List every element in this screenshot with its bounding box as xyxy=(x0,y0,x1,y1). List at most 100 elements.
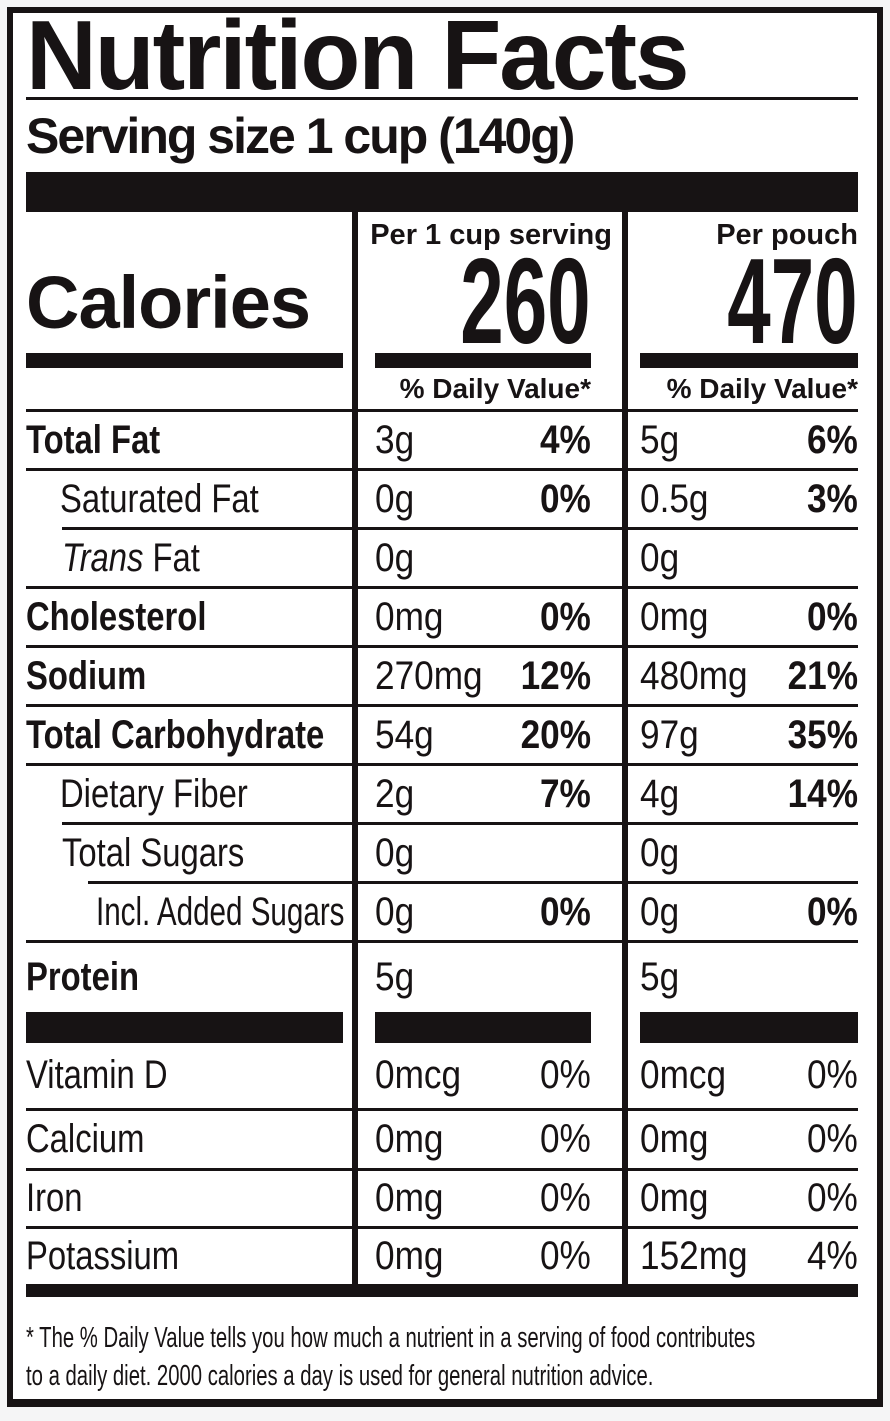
nutrient-dv: 0% xyxy=(540,889,591,934)
vitamin-dv: 0% xyxy=(540,1176,591,1220)
vitamin-dv: 0% xyxy=(540,1053,591,1097)
vitamin-dv: 0% xyxy=(540,1117,591,1161)
vitamin-amount: 0mg xyxy=(640,1117,709,1161)
nutrient-row-serving-cell: 0mg 0% xyxy=(358,586,622,645)
nutrient-amount: 4g xyxy=(640,771,680,816)
per-serving-calories-value: 260 xyxy=(460,233,591,369)
section-separator-left xyxy=(26,1012,343,1043)
serving-size-text: Serving size 1 cup (140g) xyxy=(26,108,575,164)
vitamin-dv: 0% xyxy=(540,1234,591,1278)
nutrient-amount: 54g xyxy=(375,712,434,757)
nutrient-label-italic: Trans xyxy=(62,535,144,580)
bottom-thick-bar xyxy=(26,1284,858,1297)
nutrient-amount: 270mg xyxy=(375,653,483,698)
nutrient-dv: 0% xyxy=(540,476,591,521)
nutrient-row-pouch-cell: 480mg 21% xyxy=(628,645,858,704)
nutrient-dv: 6% xyxy=(807,417,858,462)
vitamin-label: Iron xyxy=(26,1176,83,1220)
per-pouch-header: Per pouch xyxy=(716,219,858,251)
vitamin-label: Potassium xyxy=(26,1234,180,1278)
nutrient-row-label-cell: Dietary Fiber xyxy=(26,763,352,822)
nutrient-row-label-cell: Cholesterol xyxy=(26,586,352,645)
nutrient-row-pouch-cell: 5g 6% xyxy=(628,409,858,468)
vitamin-amount: 152mg xyxy=(640,1234,748,1278)
vitamin-amount: 0mg xyxy=(375,1234,444,1278)
nutrient-label: Sodium xyxy=(26,653,147,698)
calories-label: Calories xyxy=(26,261,311,344)
nutrient-row-label-cell: Sodium xyxy=(26,645,352,704)
nutrient-dv: 0% xyxy=(540,594,591,639)
nutrient-row-serving-cell: 270mg 12% xyxy=(358,645,622,704)
vitamin-row-pouch-cell: 0mg 0% xyxy=(628,1168,858,1226)
vitamin-row-label-cell: Vitamin D xyxy=(26,1043,352,1108)
section-separator-serving xyxy=(375,1012,591,1043)
nutrient-amount: 0g xyxy=(640,889,680,934)
nutrient-amount: 3g xyxy=(375,417,415,462)
vitamin-dv: 0% xyxy=(807,1053,858,1097)
nutrient-amount: 0mg xyxy=(640,594,709,639)
nutrient-label-rest: Fat xyxy=(143,535,200,580)
vitamin-row-label-cell: Potassium xyxy=(26,1226,352,1284)
vitamin-row-label-cell: Iron xyxy=(26,1168,352,1226)
vitamin-dv: 4% xyxy=(807,1234,858,1278)
vitamin-row-serving-cell: 0mg 0% xyxy=(358,1226,622,1284)
dv-header-serving: % Daily Value* xyxy=(399,372,591,404)
nutrient-row-pouch-cell: 5g xyxy=(628,940,858,1012)
nutrient-amount: 97g xyxy=(640,712,699,757)
nutrient-amount: 0g xyxy=(640,535,680,580)
nutrient-label: Cholesterol xyxy=(26,594,207,639)
dv-header-pouch: % Daily Value* xyxy=(666,372,858,404)
nutrient-row-pouch-cell: 0g 0% xyxy=(628,881,858,940)
nutrient-label: Saturated Fat xyxy=(60,476,259,521)
nutrient-row-pouch-cell: 0g xyxy=(628,527,858,586)
nutrient-row-label-cell: Saturated Fat xyxy=(26,468,352,527)
nutrient-amount: 0.5g xyxy=(640,476,709,521)
nutrient-amount: 2g xyxy=(375,771,415,816)
nutrient-dv: 3% xyxy=(807,476,858,521)
vitamin-row-pouch-cell: 0mg 0% xyxy=(628,1108,858,1168)
nutrient-amount: 0g xyxy=(375,535,415,580)
nutrient-label: Trans Fat xyxy=(62,536,200,581)
nutrient-label: Incl. Added Sugars xyxy=(96,889,345,934)
nutrient-row-pouch-cell: 0.5g 3% xyxy=(628,468,858,527)
per-pouch-calories-value: 470 xyxy=(727,233,858,369)
nutrient-dv: 14% xyxy=(787,771,858,816)
nutrient-amount: 5g xyxy=(640,417,680,462)
vitamin-row-label-cell: Calcium xyxy=(26,1108,352,1168)
nutrient-row-label-cell: Protein xyxy=(26,940,352,1012)
nutrient-amount: 0g xyxy=(375,476,415,521)
top-thick-bar xyxy=(26,172,858,212)
nutrient-row-label-cell: Total Carbohydrate xyxy=(26,704,352,763)
nutrient-dv: 20% xyxy=(520,712,591,757)
nutrient-dv: 4% xyxy=(540,417,591,462)
vitamin-row-pouch-cell: 0mcg 0% xyxy=(628,1043,858,1108)
label-inner: Nutrition Facts Serving size 1 cup (140g… xyxy=(13,6,877,1399)
calories-underline-left xyxy=(26,353,343,368)
per-serving-calories-cell: Per 1 cup serving 260 xyxy=(358,212,622,369)
calories-underline-serving xyxy=(375,353,591,368)
vitamin-row-serving-cell: 0mcg 0% xyxy=(358,1043,622,1108)
vitamin-amount: 0mg xyxy=(375,1176,444,1220)
vitamin-dv: 0% xyxy=(807,1117,858,1161)
footnote-line-2: to a daily diet. 2000 calories a day is … xyxy=(26,1360,654,1392)
nutrient-row-pouch-cell: 97g 35% xyxy=(628,704,858,763)
nutrient-label: Total Sugars xyxy=(62,830,245,875)
nutrient-label: Total Carbohydrate xyxy=(26,712,325,757)
nutrient-row-label-cell: Incl. Added Sugars xyxy=(88,881,352,940)
nutrient-amount: 0mg xyxy=(375,594,444,639)
nutrient-label: Dietary Fiber xyxy=(60,771,248,816)
column-divider-1 xyxy=(352,212,358,1284)
vitamin-label: Calcium xyxy=(26,1117,145,1161)
nutrient-row-serving-cell: 0g xyxy=(358,822,622,881)
nutrient-amount: 5g xyxy=(375,955,415,999)
nutrient-row-serving-cell: 0g 0% xyxy=(358,468,622,527)
vitamin-row-pouch-cell: 152mg 4% xyxy=(628,1226,858,1284)
vitamin-amount: 0mcg xyxy=(640,1053,727,1097)
vitamin-dv: 0% xyxy=(807,1176,858,1220)
per-serving-header: Per 1 cup serving xyxy=(370,219,612,251)
nutrient-amount: 480mg xyxy=(640,653,748,698)
nutrient-row-serving-cell: 2g 7% xyxy=(358,763,622,822)
dv-header-empty-cell xyxy=(26,368,352,409)
nutrient-row-pouch-cell: 0mg 0% xyxy=(628,586,858,645)
facts-table: Calories Per 1 cup serving 260 Per pouch… xyxy=(26,212,858,1284)
